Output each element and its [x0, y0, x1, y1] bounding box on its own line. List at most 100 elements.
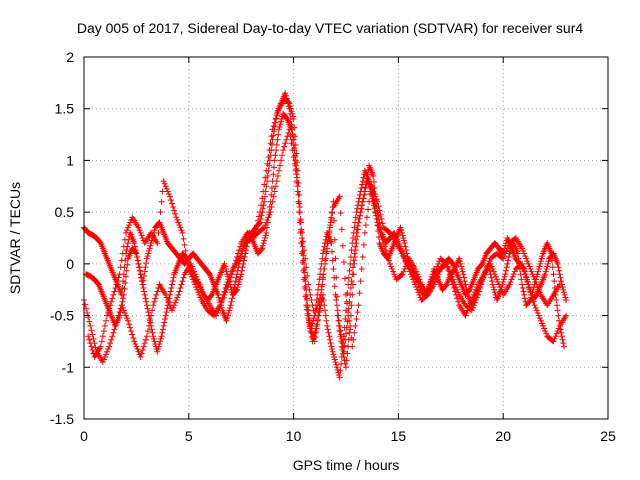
- data-point: [328, 343, 335, 350]
- data-point: [389, 266, 396, 273]
- data-point: [197, 294, 204, 301]
- data-point: [167, 288, 174, 295]
- data-point: [379, 220, 386, 227]
- data-point: [533, 307, 540, 314]
- data-point: [340, 259, 347, 266]
- data-point: [324, 240, 331, 247]
- data-point: [342, 360, 349, 367]
- data-point: [336, 328, 343, 335]
- data-point: [163, 309, 170, 316]
- data-point: [331, 236, 338, 243]
- data-point: [270, 122, 277, 129]
- data-point: [271, 188, 278, 195]
- data-point: [486, 267, 493, 274]
- data-point: [308, 329, 315, 336]
- data-point: [109, 333, 116, 340]
- data-point: [397, 224, 404, 231]
- data-point: [549, 264, 556, 271]
- data-point: [110, 291, 117, 298]
- data-point: [173, 214, 180, 221]
- data-point: [289, 136, 296, 143]
- data-point: [305, 307, 312, 314]
- data-point: [236, 247, 243, 254]
- data-point: [141, 288, 148, 295]
- data-point: [502, 250, 509, 257]
- data-point: [166, 193, 173, 200]
- data-point: [169, 307, 176, 314]
- data-point: [370, 178, 377, 185]
- data-point: [285, 103, 292, 110]
- data-point: [406, 268, 413, 275]
- data-point: [354, 309, 361, 316]
- data-point: [309, 320, 316, 327]
- data-point: [268, 185, 275, 192]
- data-point: [359, 202, 366, 209]
- data-point: [310, 335, 317, 342]
- data-point: [333, 361, 340, 368]
- data-point: [143, 255, 150, 262]
- data-point: [139, 347, 146, 354]
- data-point: [370, 188, 377, 195]
- data-point: [391, 271, 398, 278]
- data-point: [553, 330, 560, 337]
- data-point: [426, 284, 433, 291]
- data-point: [137, 271, 144, 278]
- data-point: [305, 316, 312, 323]
- data-point: [295, 191, 302, 198]
- data-point: [543, 266, 550, 273]
- data-point: [442, 259, 449, 266]
- data-point: [283, 115, 290, 122]
- data-point: [535, 268, 542, 275]
- data-point: [560, 289, 567, 296]
- data-point: [237, 273, 244, 280]
- data-point: [523, 273, 530, 280]
- data-point: [107, 340, 114, 347]
- data-point: [453, 284, 460, 291]
- data-point: [511, 268, 518, 275]
- data-point: [340, 353, 347, 360]
- data-point: [92, 344, 99, 351]
- data-point: [273, 115, 280, 122]
- data-point: [327, 340, 334, 347]
- data-point: [222, 266, 229, 273]
- data-point: [138, 274, 145, 281]
- data-point: [541, 325, 548, 332]
- data-point: [400, 237, 407, 244]
- data-point: [460, 271, 467, 278]
- data-point: [272, 183, 279, 190]
- data-point: [376, 207, 383, 214]
- data-point: [315, 298, 322, 305]
- x-tick-label: 5: [185, 428, 193, 444]
- data-point: [398, 272, 405, 279]
- data-point: [533, 292, 540, 299]
- data-point: [521, 268, 528, 275]
- data-point: [519, 281, 526, 288]
- data-point: [296, 209, 303, 216]
- data-point: [544, 260, 551, 267]
- data-point: [272, 152, 279, 159]
- data-point: [226, 273, 233, 280]
- data-point: [326, 333, 333, 340]
- data-point: [306, 286, 313, 293]
- data-point: [556, 317, 563, 324]
- data-point: [162, 316, 169, 323]
- data-point: [94, 280, 101, 287]
- data-point: [352, 214, 359, 221]
- data-point: [169, 278, 176, 285]
- data-point: [354, 226, 361, 233]
- data-point: [99, 333, 106, 340]
- data-point: [325, 234, 332, 241]
- data-point: [88, 327, 95, 334]
- data-point: [157, 338, 164, 345]
- data-point: [89, 347, 96, 354]
- data-point: [553, 302, 560, 309]
- data-point: [526, 297, 533, 304]
- data-point: [280, 147, 287, 154]
- data-point: [480, 274, 487, 281]
- data-points: [81, 90, 570, 381]
- data-point: [560, 286, 567, 293]
- data-point: [475, 291, 482, 298]
- data-point: [526, 263, 533, 270]
- data-point: [550, 338, 557, 345]
- data-point: [164, 302, 171, 309]
